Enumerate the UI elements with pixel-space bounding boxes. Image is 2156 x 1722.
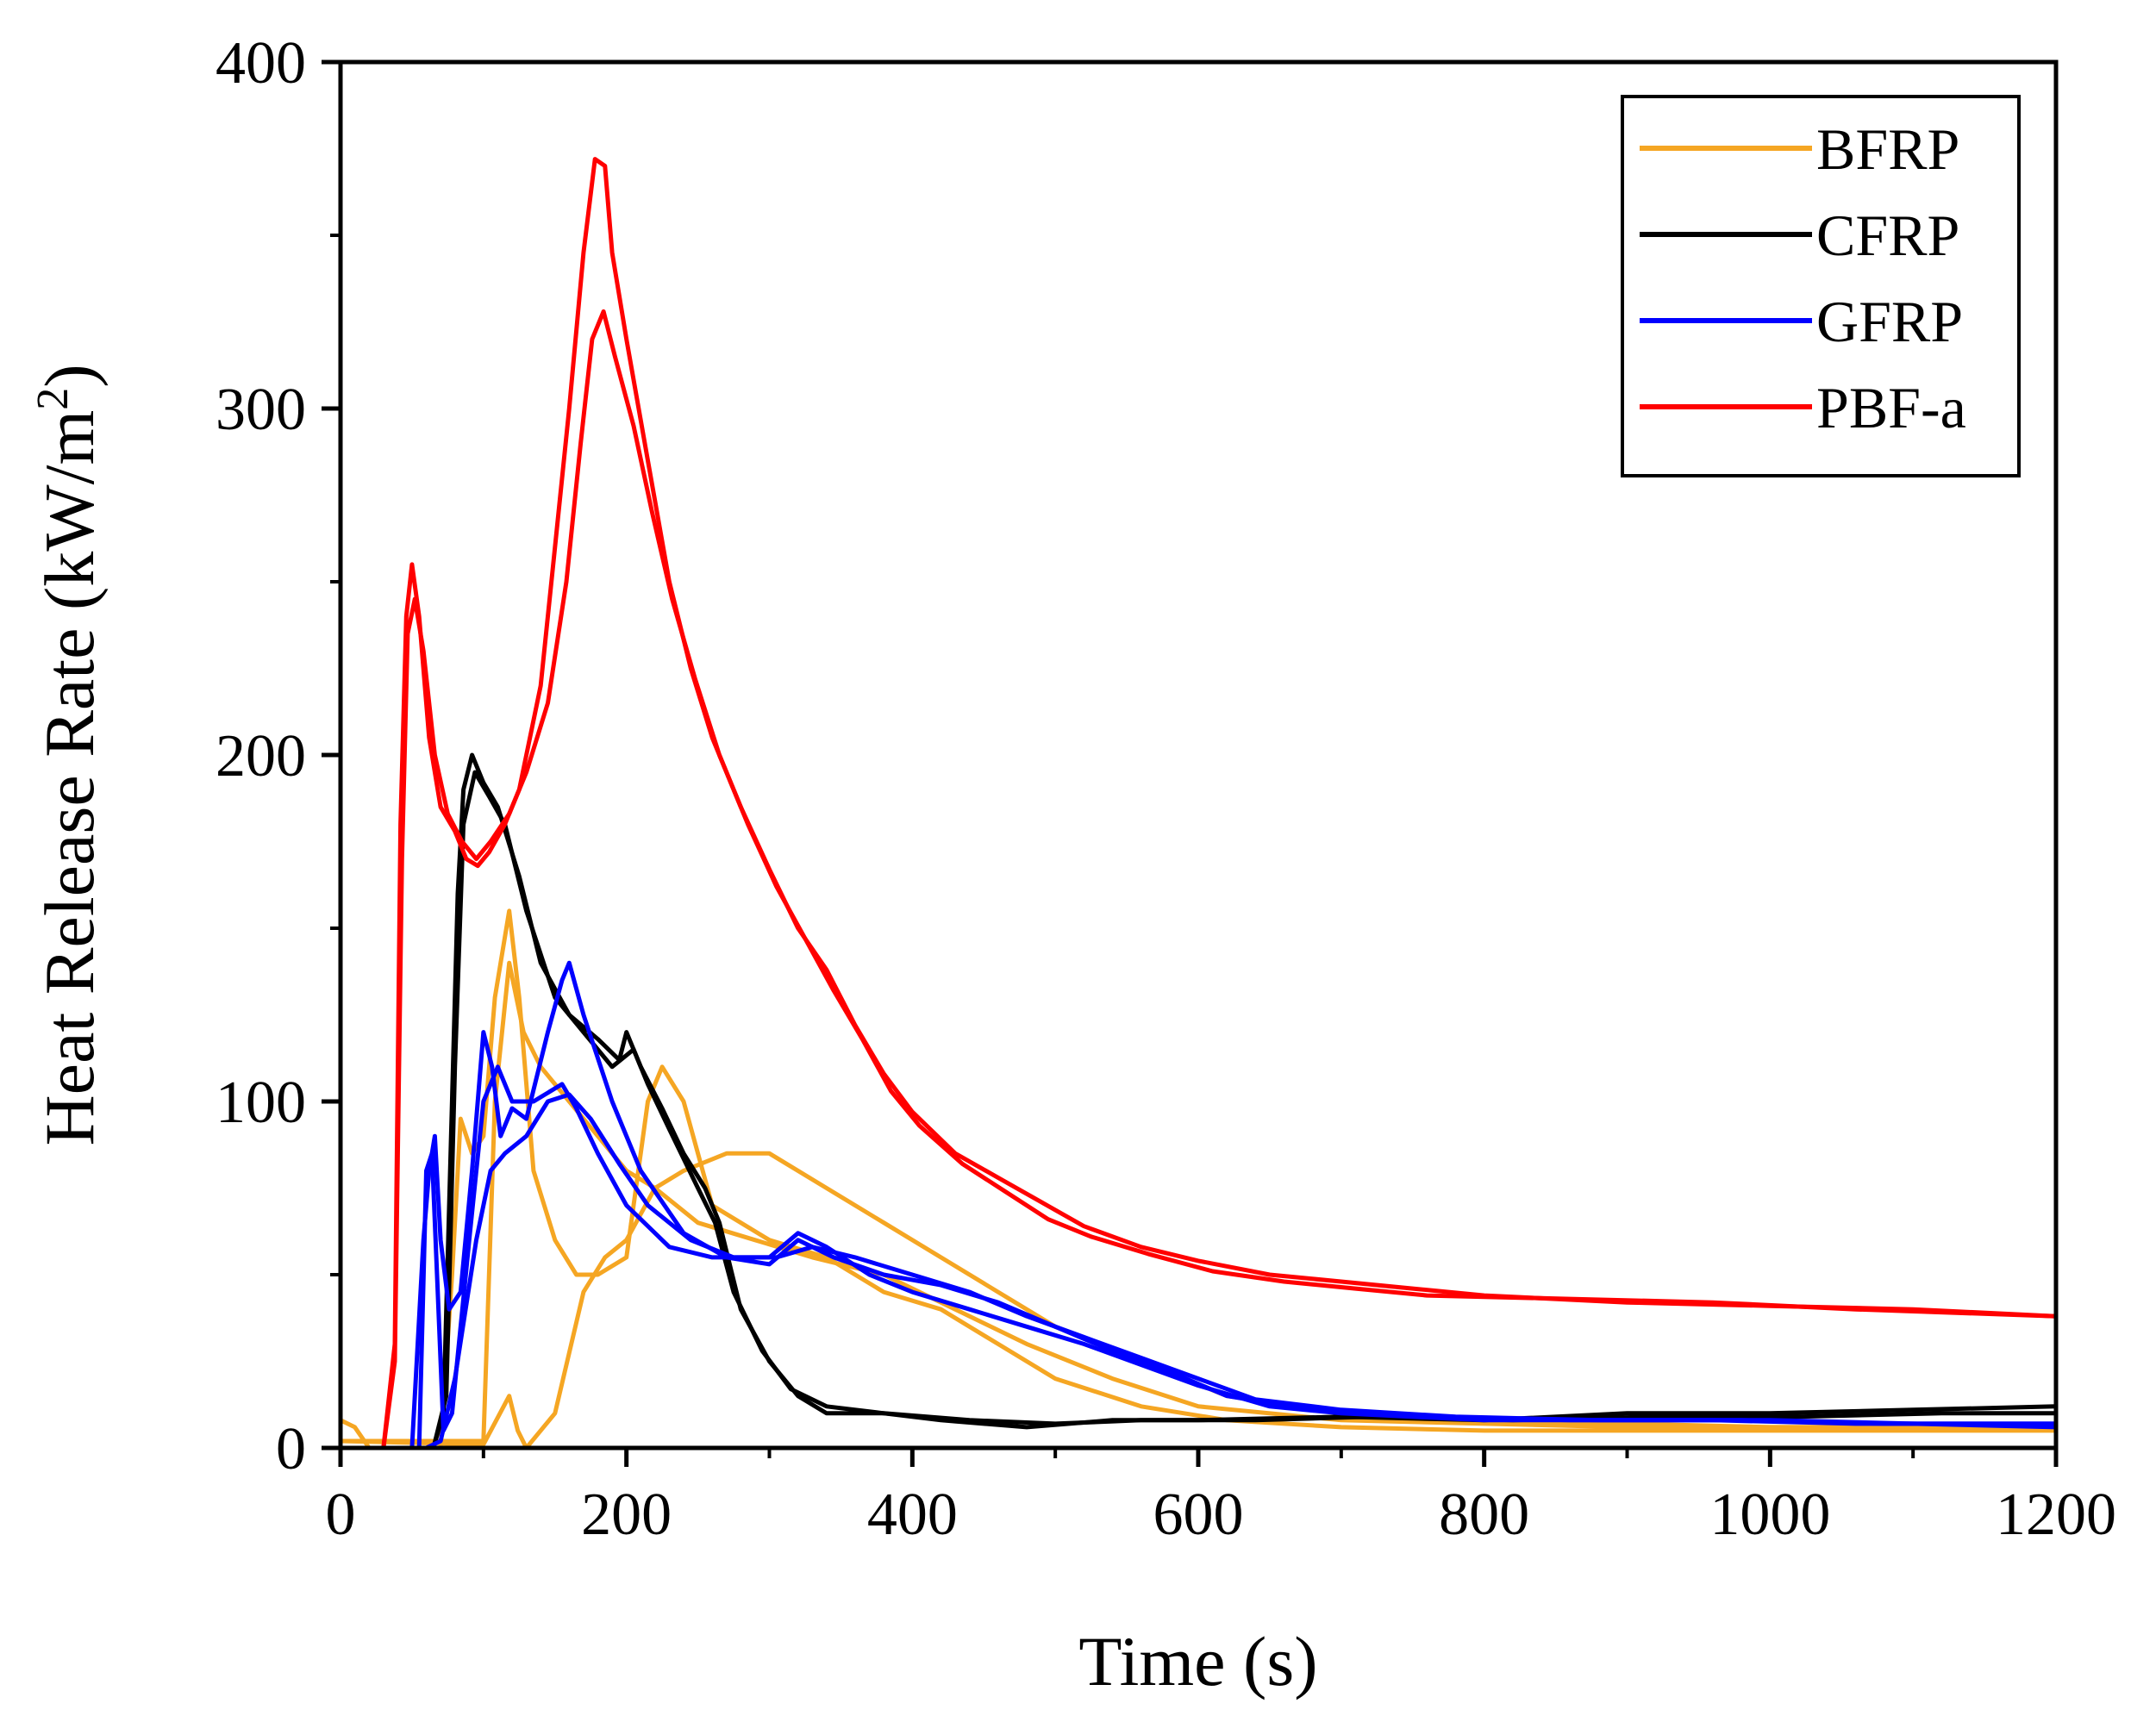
series-line-cfrp-3 [338, 752, 2059, 1451]
series-line-gfrp-7 [338, 1092, 2059, 1451]
series-line-gfrp-6 [338, 960, 2059, 1451]
legend-label-bfrp: BFRP [1816, 116, 1959, 182]
x-tick-label: 400 [867, 1482, 958, 1548]
y-axis-title-main: Heat Release Rate (kW/m [30, 410, 109, 1146]
x-axis-title: Time (s) [1078, 1622, 1317, 1700]
legend-label-gfrp: GFRP [1816, 289, 1963, 354]
y-axis-title-superscript: 2 [28, 388, 78, 410]
legend-box [1621, 95, 2021, 477]
x-tick-label: 1000 [1709, 1482, 1830, 1548]
plot-lines [338, 157, 2059, 1451]
y-tick-label: 200 [216, 723, 306, 789]
y-tick-label: 0 [276, 1416, 306, 1482]
axes: 0 200 400 600 800 1000 1200 0 100 200 300 400 [216, 30, 2116, 1548]
x-tick-label: 600 [1153, 1482, 1244, 1548]
series-line-bfrp-2 [338, 960, 2059, 1444]
legend-label-pbf-a: PBF-a [1816, 375, 1966, 440]
series-line-gfrp-5 [338, 1064, 2059, 1451]
legend: BFRP CFRP GFRP PBF-a [1621, 95, 2021, 477]
x-tick-label: 1200 [1996, 1482, 2116, 1548]
series-line-pbf-a-9 [338, 309, 2059, 1451]
y-tick-label: 400 [216, 30, 306, 97]
series-line-bfrp-1 [338, 1151, 2059, 1451]
x-tick-label: 200 [581, 1482, 672, 1548]
legend-label-cfrp: CFRP [1816, 203, 1959, 268]
y-axis-title: Heat Release Rate (kW/m2) [28, 364, 109, 1145]
series-line-pbf-a-8 [338, 157, 2059, 1451]
y-tick-label: 300 [216, 377, 306, 443]
x-tick-label: 0 [326, 1482, 356, 1548]
y-axis-title-close: ) [30, 364, 109, 387]
x-tick-label: 800 [1439, 1482, 1529, 1548]
series-line-cfrp-4 [338, 770, 2059, 1451]
y-tick-label: 100 [216, 1070, 306, 1136]
series-line-bfrp-0 [338, 908, 2059, 1451]
